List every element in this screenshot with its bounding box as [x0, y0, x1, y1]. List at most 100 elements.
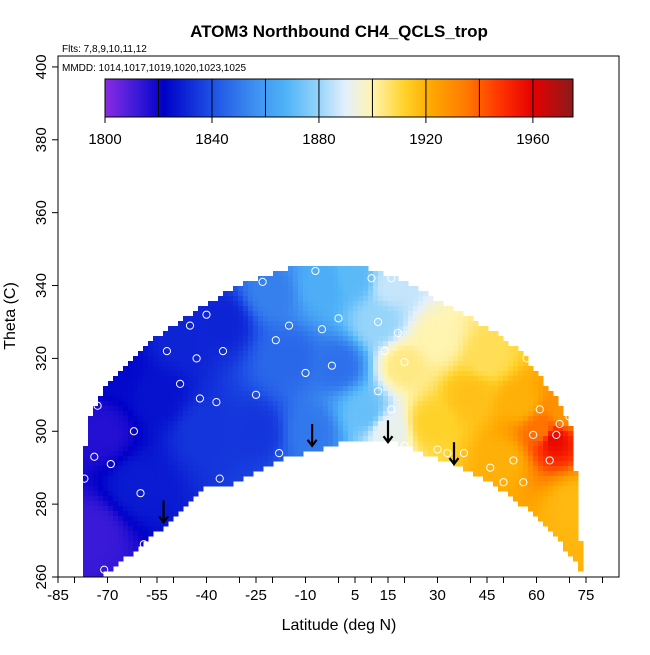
field-cell [198, 436, 204, 442]
field-cell [493, 366, 499, 372]
field-cell [178, 406, 184, 412]
field-cell [303, 306, 309, 312]
field-cell [128, 456, 134, 462]
field-cell [198, 361, 204, 367]
field-cell [238, 366, 244, 372]
field-cell [548, 516, 554, 522]
field-cell [193, 421, 199, 427]
field-cell [113, 556, 119, 562]
field-cell [528, 461, 534, 467]
field-cell [533, 391, 539, 397]
field-cell [373, 291, 379, 297]
field-cell [258, 421, 264, 427]
field-cell [228, 386, 234, 392]
field-cell [93, 526, 99, 532]
field-cell [213, 391, 219, 397]
field-cell [183, 391, 189, 397]
field-cell [323, 336, 329, 342]
field-cell [268, 421, 274, 427]
field-cell [223, 406, 229, 412]
field-cell [243, 371, 249, 377]
field-cell [128, 516, 134, 522]
field-cell [358, 386, 364, 392]
field-cell [133, 481, 139, 487]
field-cell [108, 486, 114, 492]
field-cell [498, 426, 504, 432]
field-cell [153, 351, 159, 357]
field-cell [363, 416, 369, 422]
field-cell [288, 301, 294, 307]
field-cell [218, 376, 224, 382]
field-cell [403, 401, 409, 407]
field-cell [433, 356, 439, 362]
field-cell [183, 476, 189, 482]
field-cell [488, 351, 494, 357]
field-cell [263, 286, 269, 292]
field-cell [188, 446, 194, 452]
field-cell [483, 406, 489, 412]
field-cell [313, 381, 319, 387]
field-cell [278, 376, 284, 382]
field-cell [328, 341, 334, 347]
field-cell [208, 441, 214, 447]
field-cell [118, 416, 124, 422]
field-cell [518, 396, 524, 402]
observation-point [106, 459, 115, 469]
field-cell [278, 281, 284, 287]
field-cell [438, 316, 444, 322]
field-cell [368, 396, 374, 402]
field-cell [368, 411, 374, 417]
field-cell [483, 451, 489, 457]
field-cell [418, 361, 424, 367]
field-cell [578, 541, 584, 547]
field-cell [508, 411, 514, 417]
field-cell [153, 486, 159, 492]
field-cell [443, 426, 449, 432]
field-cell [253, 421, 259, 427]
field-cell [388, 311, 394, 317]
field-cell [183, 486, 189, 492]
field-cell [323, 361, 329, 367]
field-cell [253, 311, 259, 317]
field-cell [353, 286, 359, 292]
field-cell [288, 296, 294, 302]
field-cell [153, 411, 159, 417]
field-cell [408, 441, 414, 447]
field-cell [378, 396, 384, 402]
field-cell [263, 306, 269, 312]
field-cell [173, 386, 179, 392]
field-cell [248, 396, 254, 402]
field-cell [483, 421, 489, 427]
field-cell [353, 436, 359, 442]
field-cell [413, 436, 419, 442]
field-cell [428, 396, 434, 402]
field-cell [498, 456, 504, 462]
field-cell [158, 451, 164, 457]
field-cell [168, 456, 174, 462]
field-cell [263, 311, 269, 317]
field-cell [358, 271, 364, 277]
field-cell [333, 401, 339, 407]
field-cell [453, 321, 459, 327]
observation-point [459, 449, 468, 458]
field-cell [448, 386, 454, 392]
field-cell [238, 436, 244, 442]
field-cell [343, 341, 349, 347]
field-cell [168, 411, 174, 417]
field-cell [273, 306, 279, 312]
field-cell [238, 476, 244, 482]
field-cell [133, 411, 139, 417]
field-cell [513, 451, 519, 457]
field-cell [198, 336, 204, 342]
field-cell [408, 356, 414, 362]
field-cell [558, 436, 564, 442]
field-cell [118, 486, 124, 492]
field-cell [318, 421, 324, 427]
field-cell [378, 421, 384, 427]
field-cell [153, 461, 159, 467]
field-cell [463, 366, 469, 372]
field-cell [478, 456, 484, 462]
field-cell [488, 441, 494, 447]
field-cell [123, 371, 129, 377]
field-cell [303, 396, 309, 402]
